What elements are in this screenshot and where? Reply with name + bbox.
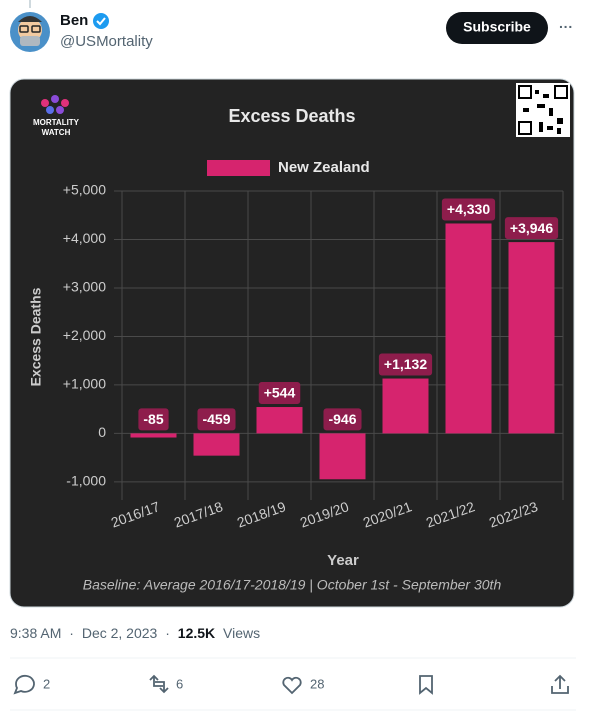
author-name[interactable]: Ben xyxy=(60,12,88,29)
chart-title: Excess Deaths xyxy=(228,106,355,126)
value-label: +1,132 xyxy=(384,356,427,372)
bar xyxy=(445,223,492,434)
logo-icon xyxy=(41,95,69,114)
y-tick-label: +5,000 xyxy=(63,182,106,198)
chart-caption: Baseline: Average 2016/17-2018/19 | Octo… xyxy=(83,577,502,593)
value-label: -85 xyxy=(143,411,163,427)
avatar[interactable] xyxy=(10,12,50,52)
value-label-box xyxy=(197,408,236,431)
legend-label: New Zealand xyxy=(278,159,370,176)
bookmark-icon[interactable] xyxy=(419,675,433,695)
separator: · xyxy=(69,625,74,641)
repost-icon[interactable] xyxy=(149,674,169,694)
bar xyxy=(382,378,429,434)
x-axis-title: Year xyxy=(327,552,359,569)
y-tick-label: -1,000 xyxy=(66,473,106,489)
like-count: 28 xyxy=(310,676,324,691)
y-axis-title: Excess Deaths xyxy=(28,287,44,386)
view-count: 12.5K xyxy=(178,625,215,641)
value-label: -459 xyxy=(202,411,230,427)
more-button[interactable]: ··· xyxy=(559,19,573,35)
repost-count: 6 xyxy=(176,676,183,691)
reply-count: 2 xyxy=(43,676,50,691)
bar xyxy=(508,242,555,434)
time[interactable]: 9:38 AM xyxy=(10,625,61,641)
y-tick-label: +3,000 xyxy=(63,279,106,295)
date[interactable]: Dec 2, 2023 xyxy=(82,625,158,641)
qr-code xyxy=(516,83,570,137)
value-label-box xyxy=(138,408,169,431)
bar xyxy=(256,407,303,434)
value-label-box xyxy=(441,198,496,221)
action-bar xyxy=(13,674,569,695)
value-label-box xyxy=(258,382,301,405)
y-tick-label: +2,000 xyxy=(63,327,106,343)
y-tick-label: 0 xyxy=(98,424,106,440)
author-handle[interactable]: @USMortality xyxy=(60,33,153,50)
value-label: +3,946 xyxy=(510,220,553,236)
value-label: +4,330 xyxy=(447,201,490,217)
share-icon[interactable] xyxy=(551,674,569,694)
logo-text: MORTALITY xyxy=(33,118,80,127)
tweet-meta: 9:38 AM · Dec 2, 2023 · 12.5K Views xyxy=(10,625,260,641)
value-label: +544 xyxy=(264,385,296,401)
subscribe-label[interactable]: Subscribe xyxy=(463,19,531,35)
value-label-box xyxy=(504,217,559,240)
views-label: Views xyxy=(223,625,260,641)
bar xyxy=(319,433,366,480)
chart-image: MORTALITY WATCH Excess Deaths New Zealan… xyxy=(9,78,575,608)
subscribe-button[interactable] xyxy=(446,12,548,44)
value-label-box xyxy=(378,353,433,376)
bar xyxy=(193,433,240,456)
separator: · xyxy=(165,625,170,641)
verified-badge xyxy=(93,13,109,29)
logo-text: WATCH xyxy=(42,128,71,137)
like-icon[interactable] xyxy=(282,676,302,695)
reply-icon[interactable] xyxy=(13,674,35,695)
legend-swatch xyxy=(207,160,270,176)
y-tick-label: +1,000 xyxy=(63,376,106,392)
value-label: -946 xyxy=(328,411,356,427)
value-label-box xyxy=(323,408,362,431)
y-tick-label: +4,000 xyxy=(63,230,106,246)
bar xyxy=(130,433,177,438)
